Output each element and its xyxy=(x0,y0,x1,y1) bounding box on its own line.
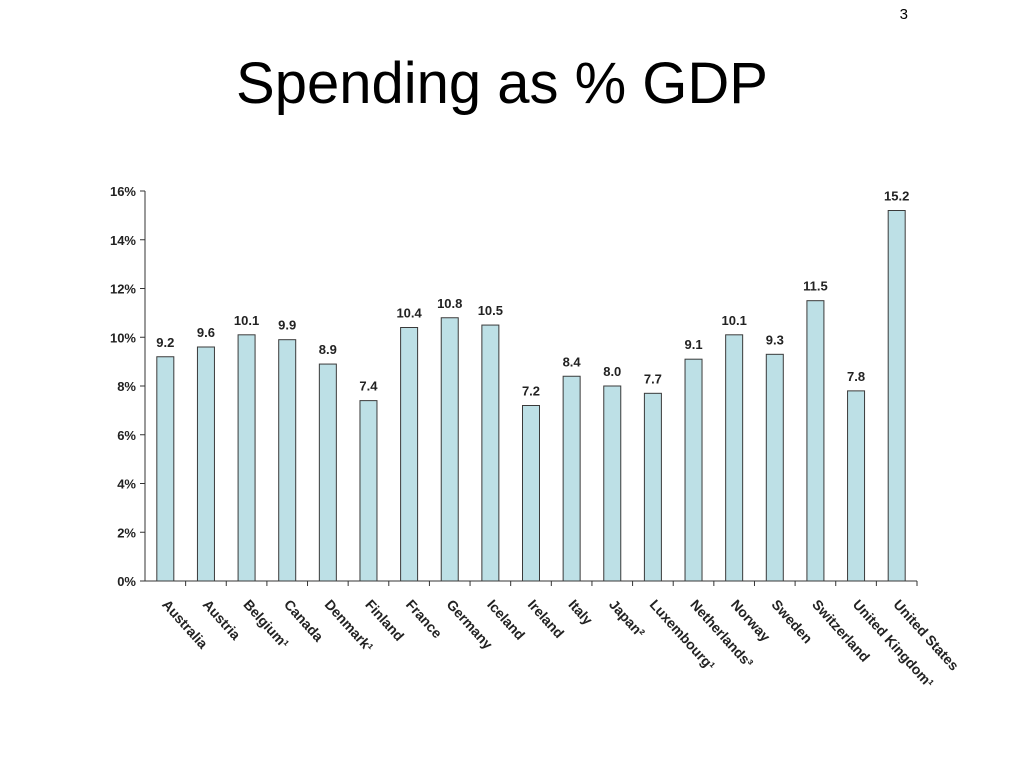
y-tick-label: 0% xyxy=(117,574,136,589)
y-tick-label: 4% xyxy=(117,477,136,492)
bar xyxy=(400,327,419,582)
data-label: 8.9 xyxy=(319,342,337,357)
y-tick-label: 2% xyxy=(117,525,136,540)
data-label: 10.4 xyxy=(396,306,422,321)
bar xyxy=(278,339,297,582)
page-number: 3 xyxy=(899,6,908,23)
bar xyxy=(481,324,500,582)
data-label: 7.4 xyxy=(359,379,378,394)
bar xyxy=(562,375,581,582)
y-tick-label: 14% xyxy=(110,233,136,248)
data-label: 10.1 xyxy=(722,313,747,328)
bar xyxy=(196,346,215,582)
data-label: 9.9 xyxy=(278,318,296,333)
data-label: 7.8 xyxy=(847,369,865,384)
x-category-label: Sweden xyxy=(769,596,816,646)
bar xyxy=(887,210,906,582)
bar xyxy=(318,363,337,582)
data-label: 9.3 xyxy=(766,332,784,347)
y-tick-label: 16% xyxy=(110,184,136,199)
data-label: 7.2 xyxy=(522,384,540,399)
x-category-label: France xyxy=(403,596,446,641)
bar xyxy=(847,390,866,582)
data-label: 10.5 xyxy=(478,303,503,318)
data-label: 7.7 xyxy=(644,371,662,386)
y-tick-label: 10% xyxy=(110,330,136,345)
slide-title: Spending as % GDP xyxy=(236,51,768,116)
y-tick-label: 8% xyxy=(117,379,136,394)
bar xyxy=(643,392,662,582)
data-label: 15.2 xyxy=(884,189,909,204)
bar xyxy=(440,317,459,582)
data-label: 8.0 xyxy=(603,364,621,379)
x-category-label: Ireland xyxy=(525,596,568,641)
y-tick-label: 12% xyxy=(110,282,136,297)
bar xyxy=(806,300,825,582)
bar xyxy=(603,385,622,582)
data-label: 10.8 xyxy=(437,296,462,311)
data-label: 11.5 xyxy=(803,279,828,294)
bar xyxy=(156,356,175,582)
y-tick-label: 6% xyxy=(117,428,136,443)
bar xyxy=(725,334,744,582)
data-label: 8.4 xyxy=(563,354,582,369)
data-label: 9.1 xyxy=(684,337,702,352)
x-category-label: Italy xyxy=(565,596,596,628)
bar xyxy=(765,353,784,582)
data-label: 9.6 xyxy=(197,325,215,340)
data-label: 10.1 xyxy=(234,313,259,328)
data-label: 9.2 xyxy=(156,335,174,350)
bar xyxy=(522,405,540,582)
x-category-label: Japan² xyxy=(606,596,648,640)
bar xyxy=(359,400,378,582)
bar xyxy=(237,334,256,582)
bar xyxy=(684,358,703,582)
